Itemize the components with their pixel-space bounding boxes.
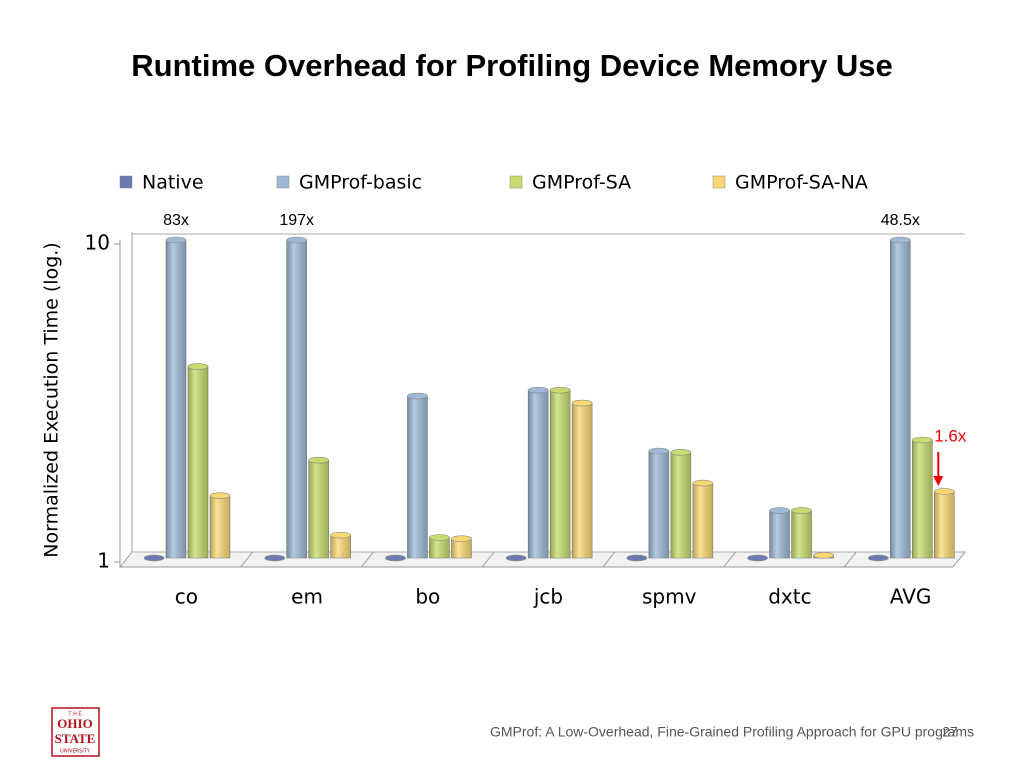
- bar-shade: [550, 390, 571, 558]
- x-tick-label: dxtc: [768, 585, 811, 609]
- bar-cap: [791, 507, 812, 514]
- page-number: 27: [942, 724, 958, 740]
- bar-cap: [286, 236, 308, 244]
- bar-cap: [330, 531, 352, 539]
- logo-text: OHIO: [57, 716, 92, 731]
- bar-shade: [407, 396, 428, 558]
- bar-cap: [429, 534, 450, 541]
- bar-cap: [692, 479, 714, 487]
- annotation: 1.6x: [934, 426, 967, 445]
- x-tick-label: spmv: [642, 585, 697, 609]
- legend-swatch: [509, 175, 523, 189]
- x-tick-label: co: [175, 585, 198, 609]
- bar-shade: [308, 460, 329, 558]
- category-divider: [240, 551, 254, 568]
- category-divider: [361, 551, 374, 568]
- slide-title: Runtime Overhead for Profiling Device Me…: [131, 48, 892, 83]
- annotation-arrowhead: [933, 476, 944, 486]
- bar-shade: [912, 440, 933, 558]
- category-divider: [843, 551, 857, 568]
- logo-text: STATE: [55, 731, 96, 746]
- bar-cap: [889, 236, 911, 244]
- bar-shade: [210, 495, 230, 558]
- y-axis-label: Normalized Execution Time (log.): [41, 242, 63, 557]
- bar-cap: [165, 236, 187, 244]
- category-divider: [723, 551, 736, 568]
- bar-shade: [188, 366, 208, 558]
- logo-text: UNIVERSITY: [60, 749, 91, 755]
- bar-cap: [187, 363, 209, 370]
- bar-shade: [451, 538, 472, 558]
- legend-swatch: [119, 175, 133, 189]
- bar-cap: [549, 386, 571, 394]
- bar-cap: [911, 436, 933, 444]
- category-divider: [481, 551, 495, 568]
- bar-shade: [572, 403, 593, 558]
- bar-cap: [626, 554, 648, 562]
- bar-shade: [890, 240, 911, 558]
- bar-shade: [166, 240, 186, 558]
- legend-swatch: [276, 175, 290, 189]
- bar-cap: [451, 535, 472, 542]
- value-label: 197x: [279, 212, 314, 229]
- legend-swatch: [712, 175, 726, 189]
- bar-shade: [934, 491, 955, 558]
- legend-label: GMProf-basic: [299, 172, 422, 194]
- legend-label: Native: [142, 172, 204, 194]
- bar-cap: [308, 456, 330, 464]
- bar-shade: [791, 510, 812, 558]
- x-tick-label: jcb: [533, 585, 563, 609]
- bar-cap: [385, 554, 406, 562]
- value-label: 48.5x: [881, 212, 920, 229]
- bar-cap: [747, 554, 768, 562]
- bar-cap: [264, 554, 286, 562]
- y-tick-label: 1: [97, 549, 110, 573]
- bar-shade: [692, 483, 713, 558]
- bar-cap: [571, 399, 593, 407]
- bar-cap: [933, 488, 955, 495]
- bar-shade: [429, 537, 450, 558]
- plot: [165, 240, 955, 559]
- bar-shade: [670, 452, 691, 558]
- bar-shade: [330, 535, 351, 558]
- footer-text: GMProf: A Low-Overhead, Fine-Grained Pro…: [490, 724, 974, 740]
- bar-cap: [527, 386, 549, 394]
- bar-cap: [505, 554, 527, 562]
- category-divider: [602, 551, 616, 568]
- logo-frame: [51, 707, 100, 757]
- legend-label: GMProf-SA: [532, 172, 631, 194]
- bar-cap: [648, 447, 670, 455]
- bar-cap: [143, 554, 165, 562]
- bar-shade: [286, 240, 307, 558]
- bar-shade: [648, 451, 669, 558]
- logo: T H E OHIO STATE UNIVERSITY: [51, 707, 100, 757]
- y-tick-label: 10: [85, 231, 110, 255]
- bar-cap: [670, 448, 692, 456]
- legend-label: GMProf-SA-NA: [735, 172, 868, 194]
- bar-cap: [209, 492, 231, 500]
- logo-text: T H E: [67, 712, 81, 718]
- x-tick-label: em: [291, 585, 323, 609]
- bar-shade: [769, 510, 790, 558]
- value-label: 83x: [163, 212, 189, 229]
- bar-cap: [867, 554, 889, 562]
- bar-shade: [528, 390, 549, 558]
- bar-cap: [769, 507, 790, 514]
- bar-cap: [813, 551, 834, 559]
- x-tick-label: AVG: [890, 585, 932, 609]
- bar-cap: [407, 392, 428, 400]
- x-tick-label: bo: [415, 585, 440, 609]
